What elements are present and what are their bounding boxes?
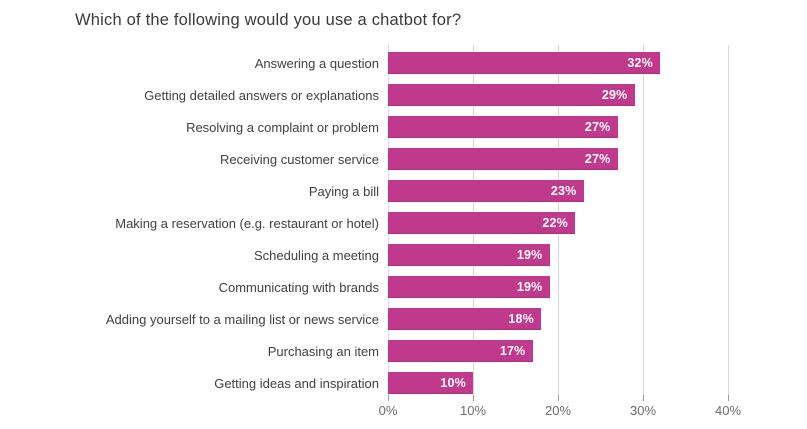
chart-title: Which of the following would you use a c…: [75, 11, 462, 29]
axis-tick-label: 30%: [629, 403, 657, 418]
gridline: [643, 45, 644, 395]
axis-tick: [728, 395, 729, 401]
category-label: Adding yourself to a mailing list or new…: [105, 311, 379, 327]
bar: 32%: [388, 52, 660, 74]
bar-track: 10%: [388, 372, 807, 394]
bar-row: Adding yourself to a mailing list or new…: [0, 303, 807, 335]
bar: 27%: [388, 116, 618, 138]
bar-track: 27%: [388, 148, 807, 170]
axis-tick-label: 20%: [544, 403, 572, 418]
axis-tick-label: 40%: [714, 403, 742, 418]
bar: 29%: [388, 84, 635, 106]
category-label: Purchasing an item: [267, 343, 379, 359]
bar: 27%: [388, 148, 618, 170]
bar-row: Paying a bill 23%: [0, 175, 807, 207]
bar-value-label: 27%: [584, 152, 611, 166]
axis-tick: [643, 395, 644, 401]
bar: 19%: [388, 244, 550, 266]
bar-row: Communicating with brands 19%: [0, 271, 807, 303]
category-label: Resolving a complaint or problem: [186, 119, 379, 135]
category-label: Scheduling a meeting: [253, 247, 379, 263]
bar-value-label: 10%: [440, 376, 466, 390]
bar-row: Getting ideas and inspiration 10%: [0, 367, 807, 399]
axis-tick-label: 0%: [378, 403, 398, 418]
bar-row: Making a reservation (e.g. restaurant or…: [0, 207, 807, 239]
category-label: Answering a question: [254, 55, 379, 71]
bar-row: Answering a question 32%: [0, 47, 807, 79]
bar: 18%: [388, 308, 541, 330]
bar-value-label: 23%: [550, 184, 577, 198]
bar-track: 19%: [388, 276, 807, 298]
bar-track: 19%: [388, 244, 807, 266]
bar: 10%: [388, 372, 473, 394]
bar-track: 27%: [388, 116, 807, 138]
axis-tick: [558, 395, 559, 401]
bar: 22%: [388, 212, 575, 234]
bar-row: Resolving a complaint or problem 27%: [0, 111, 807, 143]
axis-tick: [473, 395, 474, 401]
axis-tick-label: 10%: [459, 403, 487, 418]
bar: 17%: [388, 340, 533, 362]
bar-track: 17%: [388, 340, 807, 362]
gridline: [728, 45, 729, 395]
axis-tick: [388, 395, 389, 401]
category-label: Getting detailed answers or explanations: [144, 87, 379, 103]
bar-value-label: 27%: [584, 120, 611, 134]
bar-value-label: 22%: [542, 216, 568, 230]
bar: 23%: [388, 180, 584, 202]
bar-track: 29%: [388, 84, 807, 106]
bar-track: 18%: [388, 308, 807, 330]
category-label: Receiving customer service: [220, 151, 379, 167]
bar-row: Purchasing an item 17%: [0, 335, 807, 367]
bar-track: 32%: [388, 52, 807, 74]
bar-value-label: 29%: [601, 88, 628, 102]
bar-value-label: 19%: [516, 248, 543, 262]
category-label: Communicating with brands: [218, 279, 379, 295]
category-label: Making a reservation (e.g. restaurant or…: [115, 215, 379, 231]
bar-value-label: 32%: [627, 56, 653, 70]
bar-value-label: 18%: [508, 312, 534, 326]
bar-row: Scheduling a meeting 19%: [0, 239, 807, 271]
bar-rows: Answering a question 32% Getting detailed …: [0, 47, 807, 399]
bar-value-label: 17%: [499, 344, 526, 358]
bar-track: 22%: [388, 212, 807, 234]
category-label: Getting ideas and inspiration: [214, 375, 379, 391]
bar-row: Getting detailed answers or explanations…: [0, 79, 807, 111]
bar-row: Receiving customer service 27%: [0, 143, 807, 175]
bar-value-label: 19%: [516, 280, 543, 294]
bar-track: 23%: [388, 180, 807, 202]
category-label: Paying a bill: [308, 183, 379, 199]
bar: 19%: [388, 276, 550, 298]
